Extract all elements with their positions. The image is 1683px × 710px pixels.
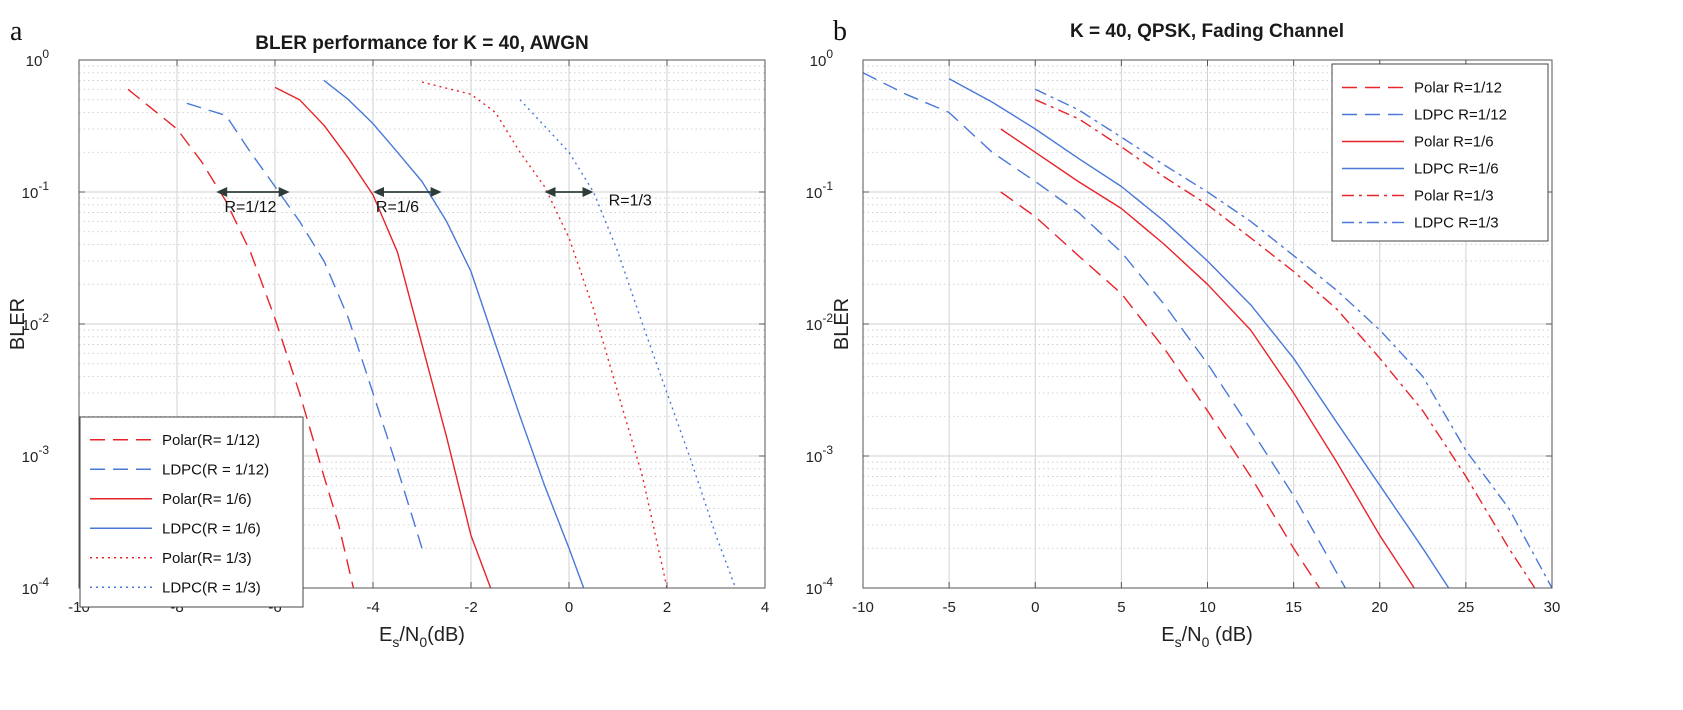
panel-b-legend-label-0: Polar R=1/12 — [1414, 80, 1502, 97]
panel-a-legend-box — [79, 416, 304, 608]
panel-a-series-line-3 — [323, 79, 585, 589]
panel-b-legend-label-1: LDPC R=1/12 — [1414, 107, 1507, 124]
panel-b-x-axis-label: Es/N0 (dB) — [1161, 624, 1252, 650]
panel-a-annotation-arrowhead-left-1 — [373, 187, 384, 197]
panel-a-panel-letter: a — [10, 16, 23, 47]
panel-a-y-tick-label: 10-2 — [22, 311, 50, 334]
panel-a-y-tick-label: 10-3 — [22, 443, 50, 466]
panel-b-legend-box — [1331, 63, 1549, 242]
panel-b-legend-label-5: LDPC R=1/3 — [1414, 215, 1499, 232]
panel-b-x-tick-label: 25 — [1458, 599, 1475, 616]
panel-b-panel-letter: b — [833, 16, 847, 47]
panel-b-legend-label-4: Polar R=1/3 — [1414, 188, 1494, 205]
panel-a-x-tick-label: 0 — [565, 599, 573, 616]
panel-a-y-ticks: 100 10-1 10-2 10-3 10-4 — [22, 47, 765, 598]
panel-b-x-tick-label: 15 — [1285, 599, 1302, 616]
panel-a-legend-label-4: Polar(R= 1/3) — [162, 550, 252, 567]
panel-a-legend-label-2: Polar(R= 1/6) — [162, 491, 252, 508]
panel-a-legend-label-5: LDPC(R = 1/3) — [162, 579, 261, 596]
panel-b-series-line-2 — [1000, 128, 1415, 589]
panel-a-chart-title: BLER performance for K = 40, AWGN — [255, 33, 588, 54]
panel-b-x-tick-label: -10 — [852, 599, 874, 616]
panel-a-series-line-4 — [421, 81, 668, 589]
panel-a-legend-label-0: Polar(R= 1/12) — [162, 432, 260, 449]
panel-a-series-line-1 — [186, 102, 423, 549]
panel-a-y-tick-label: 10-1 — [22, 179, 50, 202]
panel-b-series-line-5 — [1035, 88, 1553, 589]
panel-a-x-axis-label: Es/N0(dB) — [379, 624, 465, 650]
panel-a-x-tick-label: -2 — [464, 599, 477, 616]
panel-a-annotation-label-2: R=1/3 — [609, 192, 652, 209]
panel-a-bler-awgn-chart: R=1/12R=1/6R=1/3-10-8-6-4-202410010-110-… — [7, 16, 769, 650]
panel-b-y-axis-label: BLER — [831, 298, 853, 350]
panel-a-annotation-arrowhead-right-1 — [430, 187, 442, 197]
panel-b-y-ticks: 100 10-1 10-2 10-3 10-4 — [806, 47, 1552, 598]
panel-a-y-tick-label: 10-4 — [22, 575, 50, 598]
panel-a-annotation-label-1: R=1/6 — [376, 199, 419, 216]
panel-b-chart-title: K = 40, QPSK, Fading Channel — [1070, 21, 1344, 42]
panel-b-x-tick-label: 10 — [1199, 599, 1216, 616]
panel-b-series-group — [862, 72, 1553, 589]
panel-a-y-axis-label: BLER — [7, 298, 29, 350]
panel-b-x-tick-label: 20 — [1371, 599, 1388, 616]
panel-a-x-tick-label: 4 — [761, 599, 769, 616]
panel-b-series-line-0 — [1000, 191, 1321, 589]
panel-b-legend-label-3: LDPC R=1/6 — [1414, 161, 1499, 178]
panel-b-y-tick-label: 100 — [810, 47, 834, 70]
panel-b-x-ticks: -10 -5 0 5 10 15 20 25 30 — [852, 60, 1560, 616]
panel-a-legend: Polar(R= 1/12) LDPC(R = 1/12) Polar(R= 1/6… — [79, 416, 304, 608]
panel-a-annotation-arrowhead-left-0 — [216, 187, 228, 197]
panel-b-y-tick-label: 10-2 — [806, 311, 834, 334]
panel-b-y-tick-label: 10-1 — [806, 179, 834, 202]
panel-b-legend: Polar R=1/12 LDPC R=1/12 Polar R=1/6 LDPC R… — [1331, 63, 1549, 242]
panel-b-x-tick-label: 0 — [1031, 599, 1039, 616]
panel-a-annotation-arrowhead-right-0 — [278, 187, 290, 197]
panel-a-series-line-5 — [519, 99, 737, 589]
panel-b-series-line-4 — [1035, 99, 1536, 589]
panel-b-x-tick-label: -5 — [942, 599, 955, 616]
panel-a-y-tick-label: 100 — [26, 47, 50, 70]
panel-a-annotations: R=1/12 R=1/6 R=1/3 — [216, 187, 652, 216]
panel-a-series-group — [127, 79, 737, 589]
panel-b-bler-fading-chart: -10 -5 0 5 10 15 20 25 30 100 10-1 10-2 10-3 10-4 K = … — [806, 16, 1561, 650]
panel-b-y-tick-label: 10-3 — [806, 443, 834, 466]
panel-a-series-line-0 — [127, 88, 355, 589]
panel-a-annotation-arrowhead-left-2 — [544, 187, 556, 197]
panel-a-annotation-arrowhead-right-2 — [582, 187, 594, 197]
panel-a-series-line-2 — [274, 86, 492, 589]
panel-b-legend-label-2: Polar R=1/6 — [1414, 134, 1494, 151]
panel-a-legend-label-1: LDPC(R = 1/12) — [162, 461, 269, 478]
panel-a-x-tick-label: 2 — [663, 599, 671, 616]
panel-b-series-line-3 — [948, 78, 1450, 589]
panel-a-legend-label-3: LDPC(R = 1/6) — [162, 520, 261, 537]
panel-b-x-tick-label: 30 — [1544, 599, 1561, 616]
panel-b-series-line-1 — [862, 72, 1346, 589]
panel-a-x-tick-label: -4 — [366, 599, 379, 616]
panel-b-x-tick-label: 5 — [1117, 599, 1125, 616]
panel-a-annotation-label-0: R=1/12 — [224, 199, 276, 216]
panel-b-y-tick-label: 10-4 — [806, 575, 834, 598]
